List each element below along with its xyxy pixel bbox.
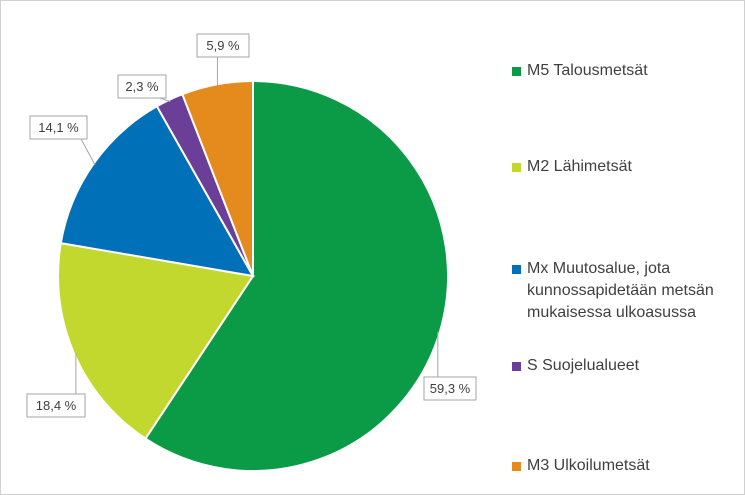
leader-line [159,97,171,103]
legend-label: M3 Ulkoilumetsät [527,457,650,474]
pie-slice [144,79,449,472]
leader-line [80,138,96,166]
label-box [26,393,86,418]
legend-label: M5 Talousmetsät [527,62,648,79]
label-box [423,376,477,401]
legend-swatch [512,163,521,172]
pie-slice [59,104,255,278]
legend-swatch [512,362,521,371]
legend-label: M2 Lähimetsät [527,158,632,175]
legend-swatch [512,67,521,76]
data-label: 14,1 % [38,120,79,135]
data-label: 2,3 % [125,79,159,94]
legend-item: Mx Muutosalue, jota kunnossapidetään met… [512,258,742,324]
legend-item: M2 Lähimetsät [512,156,742,178]
legend-swatch [512,462,521,471]
legend-item: M5 Talousmetsät [512,60,742,82]
legend-item: S Suojelualueet [512,355,742,377]
legend-item: M3 Ulkoilumetsät [512,455,742,477]
label-box [196,33,250,58]
legend-swatch [512,265,521,274]
legend-label: S Suojelualueet [527,357,640,374]
label-box [117,74,167,99]
pie-slice [57,241,255,441]
data-label: 59,3 % [430,381,471,396]
legend-label: Mx Muutosalue, jota kunnossapidetään met… [527,260,714,321]
data-label: 5,9 % [206,38,240,53]
data-label: 18,4 % [36,398,77,413]
label-box [29,115,88,140]
